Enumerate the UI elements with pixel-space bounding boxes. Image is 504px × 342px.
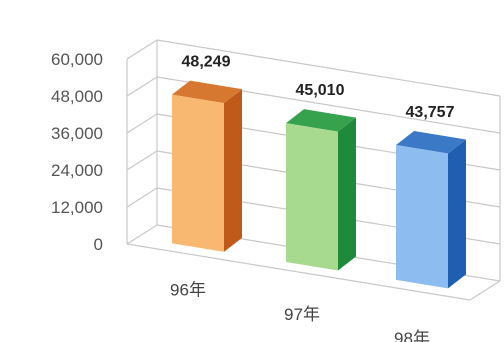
bar-top bbox=[396, 131, 466, 154]
bar-top bbox=[172, 80, 242, 104]
gridline-side bbox=[126, 224, 158, 245]
gridline-side bbox=[126, 39, 158, 60]
y-tick-label: 60,000 bbox=[51, 50, 103, 69]
y-tick-label: 36,000 bbox=[51, 124, 103, 143]
y-tick-label: 12,000 bbox=[51, 198, 103, 217]
bar-top bbox=[286, 109, 356, 132]
y-axis-ticks: 60,000 48,000 36,000 24,000 12,000 0 bbox=[51, 50, 103, 254]
bar-side bbox=[224, 89, 242, 252]
x-tick-label: 97年 bbox=[284, 305, 320, 324]
gridline bbox=[156, 39, 501, 97]
x-axis-ticks: 96年 97年 98年 bbox=[170, 280, 430, 342]
bar-97年 bbox=[286, 109, 356, 271]
floor-edge bbox=[469, 280, 501, 301]
x-tick-label: 98年 bbox=[394, 329, 430, 342]
floor-edge bbox=[126, 243, 471, 301]
y-tick-label: 0 bbox=[94, 235, 103, 254]
bar-front bbox=[172, 94, 224, 252]
gridline-side bbox=[126, 187, 158, 208]
data-label: 45,010 bbox=[296, 82, 345, 99]
data-label: 48,249 bbox=[182, 54, 231, 71]
bar-front bbox=[396, 145, 448, 289]
data-label: 43,757 bbox=[406, 104, 455, 121]
bar-side bbox=[338, 117, 356, 271]
gridline-side bbox=[126, 76, 158, 97]
bar-side bbox=[448, 139, 466, 289]
bar-96年 bbox=[172, 80, 242, 252]
gridline-side bbox=[126, 113, 158, 134]
y-tick-label: 48,000 bbox=[51, 87, 103, 106]
y-tick-label: 24,000 bbox=[51, 161, 103, 180]
bar-front bbox=[286, 123, 338, 271]
data-labels: 48,249 45,010 43,757 bbox=[182, 54, 455, 121]
bars bbox=[172, 80, 466, 289]
bar-98年 bbox=[396, 131, 466, 289]
x-tick-label: 96年 bbox=[170, 280, 206, 299]
gridline-side bbox=[126, 150, 158, 171]
